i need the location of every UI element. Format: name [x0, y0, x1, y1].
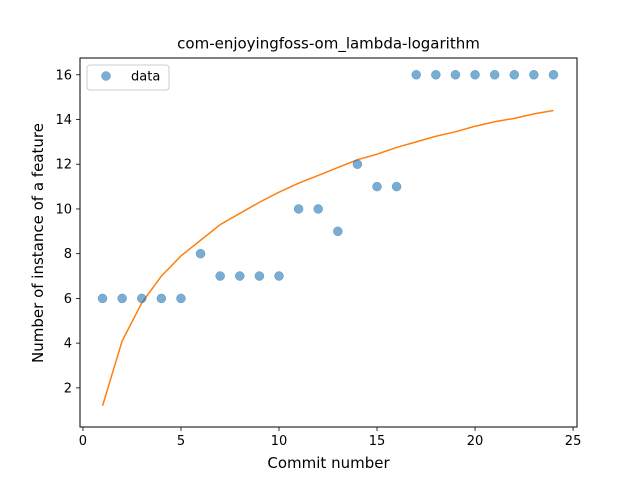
- legend-box: [86, 64, 170, 91]
- data-point: [548, 70, 559, 80]
- data-scatter-series: [97, 70, 559, 304]
- data-point: [450, 70, 461, 80]
- data-point: [509, 70, 520, 80]
- data-point: [117, 293, 127, 304]
- x-tick-label: 25: [565, 434, 582, 449]
- data-point: [352, 159, 363, 169]
- data-point: [391, 181, 402, 192]
- y-tick-label: 14: [55, 113, 72, 128]
- legend-marker-data: [101, 71, 111, 81]
- data-point: [97, 293, 108, 304]
- data-point: [195, 248, 206, 259]
- x-tick-label: 10: [271, 434, 288, 449]
- data-point: [313, 204, 323, 214]
- y-axis: 2 4 6 8 10 12 14 16: [55, 68, 80, 396]
- y-tick-label: 6: [64, 292, 72, 307]
- data-point: [156, 293, 167, 304]
- y-tick-label: 12: [55, 158, 72, 173]
- data-point: [431, 70, 441, 80]
- y-axis-label: Number of instance of a feature: [29, 123, 47, 363]
- x-axis: 0 5 10 15 20 25: [79, 427, 582, 449]
- data-point: [176, 293, 186, 304]
- x-tick-label: 0: [79, 434, 87, 449]
- y-tick-label: 8: [64, 247, 72, 262]
- x-axis-label: Commit number: [267, 454, 390, 472]
- legend: data: [86, 64, 170, 91]
- x-tick-label: 15: [369, 434, 386, 449]
- data-point: [489, 70, 500, 80]
- data-point: [137, 293, 147, 304]
- data-point: [235, 271, 245, 281]
- data-point: [215, 271, 225, 281]
- data-point: [274, 271, 284, 281]
- data-point: [470, 70, 480, 80]
- fit-line: [101, 109, 554, 406]
- chart-title: com-enjoyingfoss-om_lambda-logarithm: [177, 35, 480, 54]
- axes-frame: [79, 57, 578, 428]
- x-tick-label: 5: [177, 434, 185, 449]
- y-tick-label: 2: [64, 381, 72, 396]
- legend-label-data: data: [131, 70, 160, 85]
- fit-line-series: [101, 109, 554, 406]
- y-tick-label: 10: [55, 202, 72, 217]
- data-point: [411, 70, 421, 80]
- y-tick-label: 4: [64, 337, 72, 352]
- y-tick-label: 16: [55, 68, 72, 83]
- x-tick-label: 20: [467, 434, 484, 449]
- data-point: [333, 226, 343, 237]
- data-point: [372, 181, 382, 192]
- data-point: [293, 204, 304, 214]
- data-point: [254, 271, 265, 281]
- data-point: [529, 70, 539, 80]
